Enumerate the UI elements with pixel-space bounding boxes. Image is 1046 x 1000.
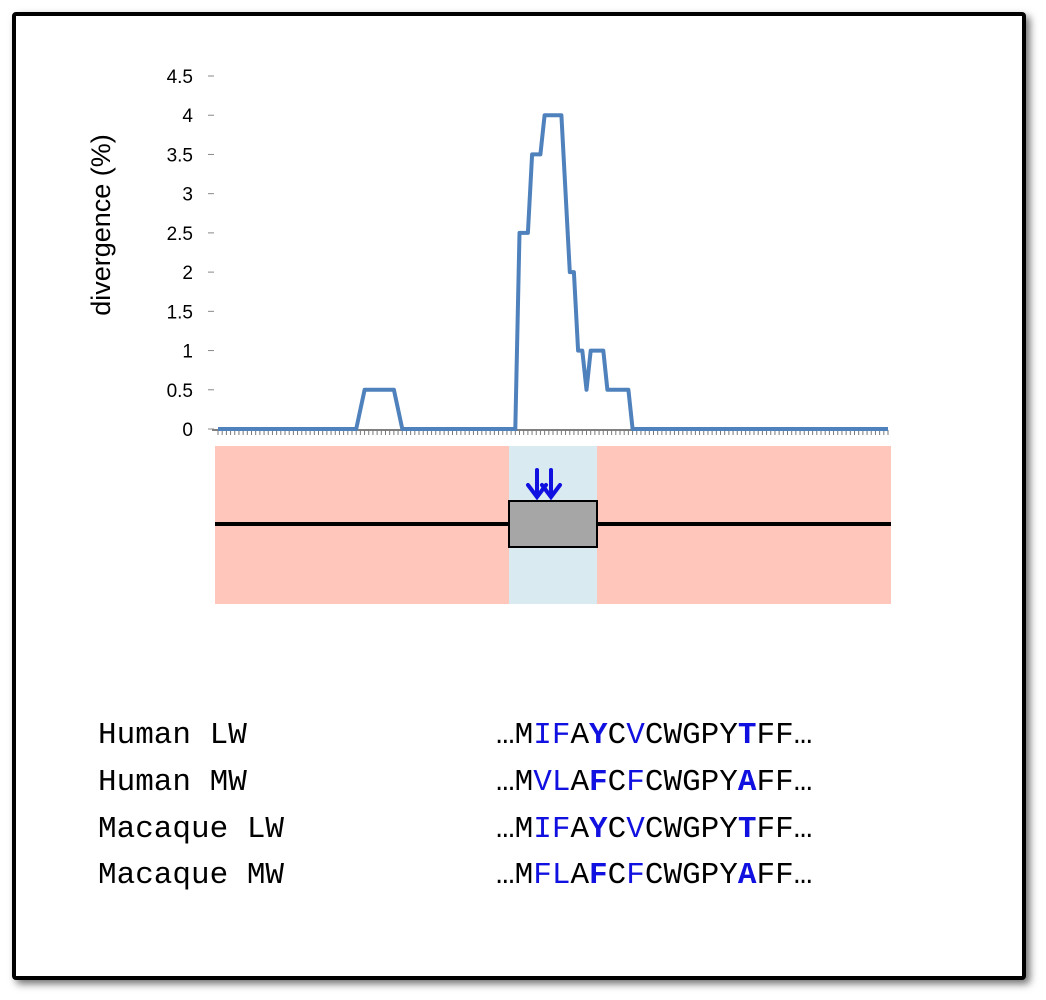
y-tick-label: 2	[182, 263, 193, 284]
residue: C	[607, 812, 627, 847]
residue: Y	[589, 718, 608, 753]
residue: …M	[496, 858, 534, 893]
residue: CWGPY	[644, 718, 738, 753]
residue: F	[533, 858, 552, 893]
residue: A	[570, 765, 590, 800]
residue: V	[626, 718, 645, 753]
residue: FF…	[756, 858, 813, 893]
residue: …M	[496, 765, 534, 800]
residue: …M	[496, 812, 534, 847]
y-tick-label: 1.5	[167, 302, 193, 323]
residue: Y	[589, 812, 608, 847]
species-label: Human MW	[98, 765, 247, 800]
residue: F	[589, 765, 608, 800]
site-arrows	[526, 468, 562, 501]
y-tick-label: 4	[182, 106, 193, 127]
y-axis-label: divergence (%)	[86, 134, 116, 316]
y-tick-label: 1	[182, 342, 193, 363]
species-label: Macaque LW	[98, 812, 285, 847]
residue: F	[626, 858, 645, 893]
protein-sequence: …MVLAFCFCWGPYAFF…	[496, 765, 812, 800]
residue: C	[607, 858, 627, 893]
residue: L	[551, 765, 571, 800]
y-tick-label: 0.5	[167, 381, 193, 402]
residue: …M	[496, 718, 534, 753]
y-tick-label: 2.5	[167, 224, 193, 245]
residue: V	[626, 812, 645, 847]
protein-sequence: …MIFAYCVCWGPYTFF…	[496, 718, 812, 753]
residue: F	[626, 765, 645, 800]
residue: CWGPY	[644, 858, 738, 893]
residue: I	[533, 718, 552, 753]
residue: A	[570, 718, 590, 753]
residue: A	[737, 858, 757, 893]
residue: F	[551, 718, 571, 753]
residue: CWGPY	[644, 812, 738, 847]
residue: A	[570, 858, 590, 893]
species-label: Human LW	[98, 718, 247, 753]
residue: L	[551, 858, 571, 893]
residue: CWGPY	[644, 765, 738, 800]
residue: T	[737, 718, 757, 753]
residue: A	[570, 812, 590, 847]
exon-box	[508, 500, 598, 548]
residue: C	[607, 718, 627, 753]
residue: A	[737, 765, 757, 800]
residue: FF…	[756, 812, 813, 847]
residue: C	[607, 765, 627, 800]
residue: I	[533, 812, 552, 847]
y-tick-label: 3	[182, 185, 193, 206]
y-tick-label: 3.5	[167, 145, 193, 166]
residue: T	[737, 812, 757, 847]
residue: FF…	[756, 718, 813, 753]
divergence-line	[218, 113, 888, 431]
species-label: Macaque MW	[98, 858, 285, 893]
protein-sequence: …MFLAFCFCWGPYAFF…	[496, 858, 812, 893]
residue: FF…	[756, 765, 813, 800]
arrow-icon	[540, 468, 562, 501]
residue: F	[589, 858, 608, 893]
y-tick-labels: 0 0.5 1 1.5 2 2.5 3 3.5 4 4.5	[167, 67, 214, 441]
protein-sequence: …MIFAYCVCWGPYTFF…	[496, 812, 812, 847]
y-tick-label: 4.5	[167, 67, 193, 88]
y-tick-label: 0	[182, 420, 193, 441]
residue: F	[551, 812, 571, 847]
gene-diagram	[215, 446, 891, 604]
residue: V	[533, 765, 552, 800]
